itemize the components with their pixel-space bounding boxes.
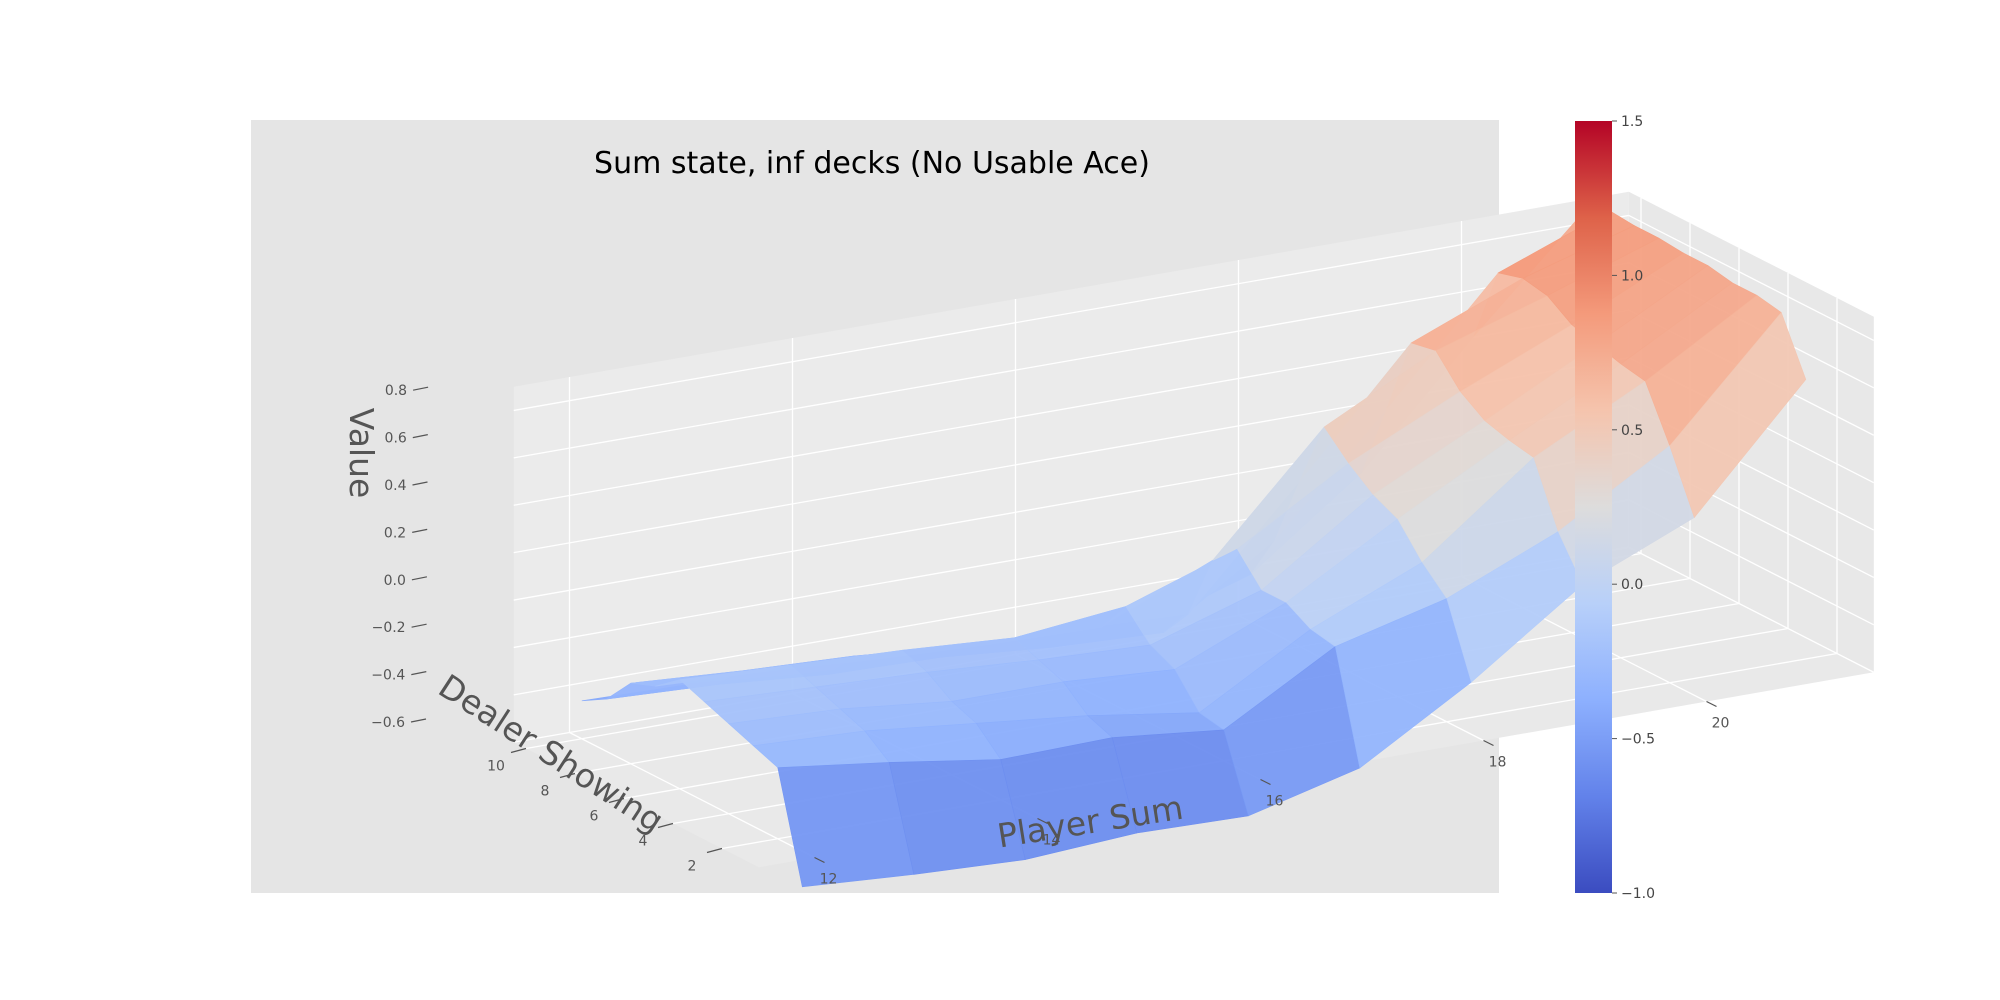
z-tick-mark xyxy=(412,481,428,486)
colorbar-tick-label: 0.5 xyxy=(1621,423,1643,439)
x-tick-label: 12 xyxy=(820,872,838,888)
z-gridline xyxy=(513,214,1629,412)
z-tick-label: −0.2 xyxy=(372,620,406,636)
z-axis-label: Value xyxy=(342,408,381,499)
z-tick-mark xyxy=(412,386,429,391)
y-tick-label: 2 xyxy=(688,859,697,875)
z-gridline xyxy=(1628,214,1875,342)
x-tick-mark xyxy=(1260,778,1271,786)
x-tick-mark xyxy=(814,856,825,864)
y-tick-mark xyxy=(657,822,674,829)
y-tick-mark xyxy=(510,747,527,754)
y-tick-label: 4 xyxy=(639,834,648,850)
x-tick-label: 18 xyxy=(1489,755,1507,771)
x-tick-mark xyxy=(1037,817,1048,825)
x-tick-mark xyxy=(1483,739,1494,747)
y-tick-mark xyxy=(559,772,576,779)
surface-mesh xyxy=(581,209,1807,888)
z-tick-label: −0.4 xyxy=(371,668,405,684)
chart-title: Sum state, inf decks (No Usable Ace) xyxy=(594,146,1150,181)
z-tick-label: −0.6 xyxy=(371,715,405,731)
y-tick-label: 8 xyxy=(541,784,550,800)
y-tick-mark xyxy=(608,797,625,804)
x-tick-label: 16 xyxy=(1266,794,1284,810)
colorbar-tick-label: 1.5 xyxy=(1621,114,1643,130)
z-tick-mark xyxy=(411,623,427,628)
z-tick-label: 0.2 xyxy=(384,525,406,541)
z-tick-mark xyxy=(411,671,427,676)
z-tick-mark xyxy=(411,576,428,581)
z-tick-label: 0.4 xyxy=(384,478,406,494)
y-tick-mark xyxy=(706,847,723,854)
surface-quad xyxy=(1669,311,1807,519)
colorbar-tick-label: −1.0 xyxy=(1621,886,1655,902)
x-gridline xyxy=(569,731,815,859)
z-tick-label: 0.0 xyxy=(384,573,406,589)
x-tick-mark xyxy=(1706,700,1717,708)
y-tick-label: 10 xyxy=(487,759,505,775)
colorbar-tick-label: 0.0 xyxy=(1621,577,1643,593)
colorbar-ticks: −1.0 −0.5 0.0 0.5 1.0 1.5 xyxy=(1612,114,1655,902)
colorbar-tick-label: −0.5 xyxy=(1621,732,1655,748)
colorbar xyxy=(1575,121,1612,893)
z-tick-mark xyxy=(410,718,427,723)
z-gridline xyxy=(1628,546,1875,673)
z-tick-mark xyxy=(412,434,428,439)
axis-ticks: 12 14 16 18 20 2 4 6 8 10 −0.6 −0.4 −0.2 0.0 0.2 0.4 0.6… xyxy=(371,383,1729,887)
x-tick-label: 14 xyxy=(1043,833,1061,849)
z-tick-label: 0.8 xyxy=(385,383,407,399)
colorbar-tick-label: 1.0 xyxy=(1621,268,1643,284)
x-tick-label: 20 xyxy=(1712,716,1730,732)
z-tick-mark xyxy=(412,528,428,533)
z-tick-label: 0.6 xyxy=(385,431,407,447)
z-gridline xyxy=(513,262,1629,459)
y-tick-label: 6 xyxy=(590,809,599,825)
